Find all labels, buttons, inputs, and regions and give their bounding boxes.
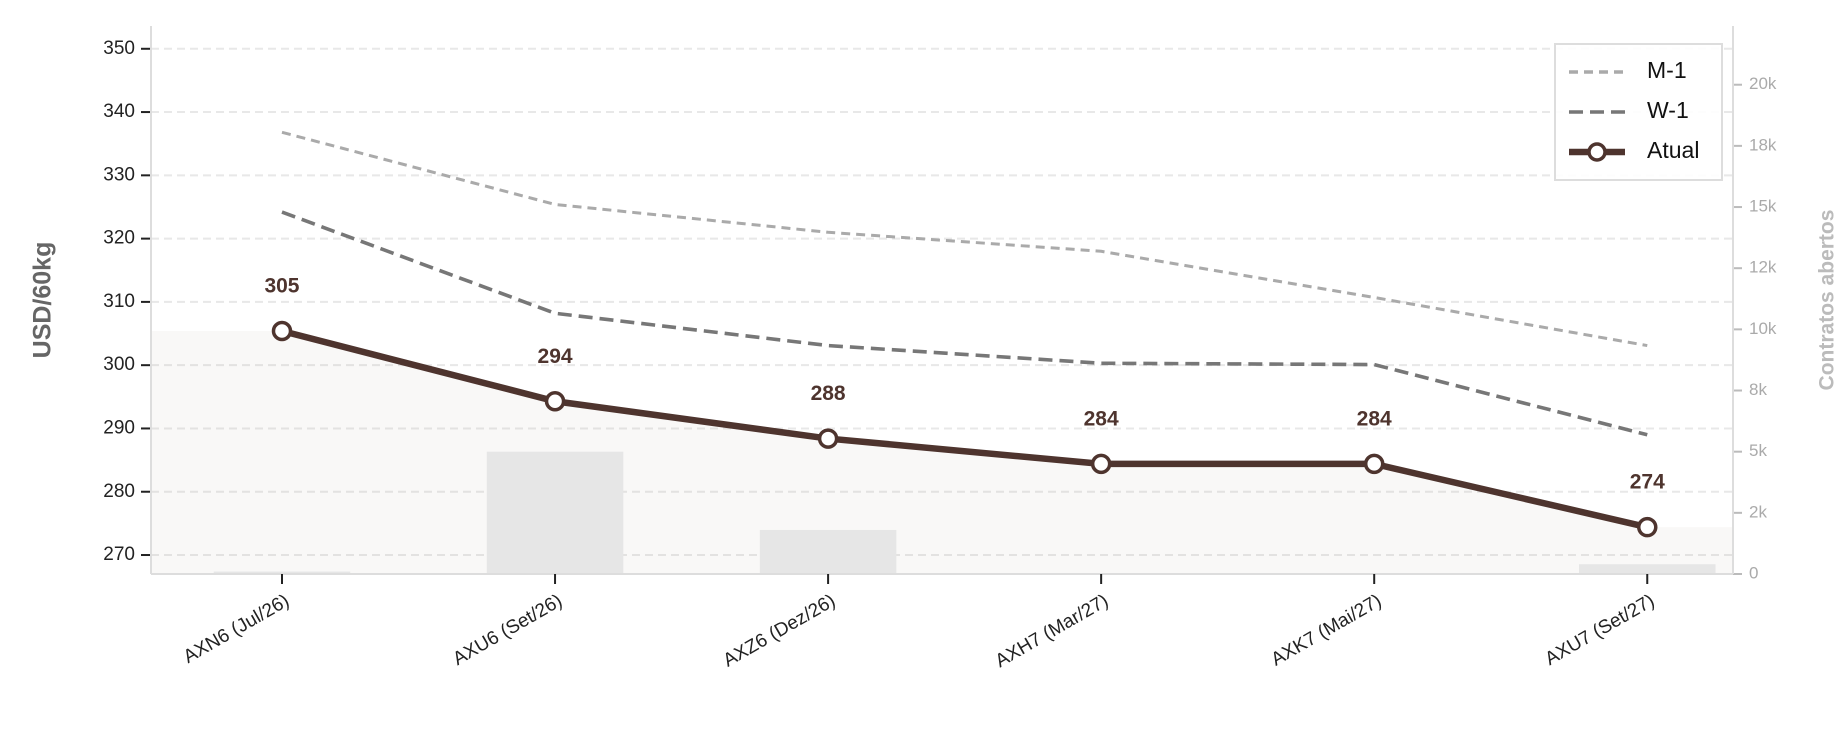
y2-tick-label: 20k [1749, 74, 1777, 93]
value-label: 274 [1630, 471, 1665, 494]
value-label: 284 [1084, 407, 1119, 430]
y-tick-label: 310 [103, 291, 135, 312]
x-tick-label: AXZ6 (Dez/26) [720, 590, 839, 671]
y2-tick-label: 18k [1749, 135, 1777, 154]
y2-tick-label: 5k [1749, 441, 1767, 460]
line-area [151, 331, 1733, 574]
bar [1578, 564, 1716, 574]
legend-marker [1587, 142, 1607, 162]
x-tick-label: AXK7 (Mai/27) [1268, 590, 1385, 670]
bar [486, 451, 624, 574]
value-label: 305 [264, 275, 299, 298]
y-tick-label: 270 [103, 544, 135, 565]
marker [271, 320, 293, 342]
legend-label: Atual [1647, 137, 1699, 163]
y-tick-label: 350 [103, 38, 135, 59]
y2-tick-label: 10k [1749, 319, 1777, 338]
marker [1363, 453, 1385, 475]
value-label: 288 [811, 382, 846, 405]
marker [1090, 453, 1112, 475]
x-tick-label: AXH7 (Mar/27) [992, 590, 1112, 672]
x-tick-label: AXN6 (Jul/26) [180, 590, 293, 667]
legend-label: W-1 [1647, 97, 1689, 123]
x-tick-label: AXU7 (Set/27) [1542, 590, 1659, 669]
y-tick-label: 290 [103, 417, 135, 438]
y-axis-label: USD/60kg [29, 242, 57, 359]
legend-label: M-1 [1647, 57, 1687, 83]
y2-tick-label: 0 [1749, 563, 1758, 582]
value-label: 284 [1357, 407, 1392, 430]
y2-axis-label: Contratos abertos [1816, 210, 1839, 391]
y2-tick-label: 8k [1749, 380, 1767, 399]
bar [213, 571, 351, 574]
y-tick-label: 280 [103, 481, 135, 502]
y2-tick-label: 15k [1749, 197, 1777, 216]
y2-tick-label: 12k [1749, 258, 1777, 277]
y-tick-label: 330 [103, 164, 135, 185]
value-label: 294 [538, 345, 573, 368]
marker [1637, 516, 1658, 538]
line [281, 327, 1648, 531]
y2-tick-label: 2k [1749, 502, 1767, 521]
marker [544, 390, 566, 412]
y-tick-label: 340 [103, 101, 135, 122]
y-tick-label: 300 [103, 354, 135, 375]
marker [817, 428, 839, 449]
line [281, 130, 1648, 348]
bar [759, 529, 897, 574]
y-tick-label: 320 [103, 228, 135, 249]
line [281, 210, 1648, 437]
x-tick-label: AXU6 (Set/26) [449, 590, 566, 669]
